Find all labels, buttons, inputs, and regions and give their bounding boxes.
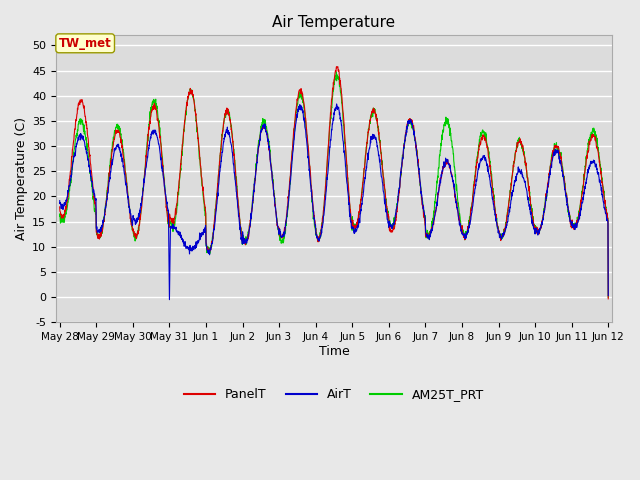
X-axis label: Time: Time	[319, 345, 349, 358]
PanelT	[56, 204, 63, 210]
AirT	[56, 198, 63, 204]
Title: Air Temperature: Air Temperature	[273, 15, 396, 30]
AM25T_PRT	[333, 69, 340, 75]
PanelT	[572, 223, 579, 229]
AM25T_PRT	[604, 295, 612, 300]
AM25T_PRT	[572, 224, 579, 229]
AM25T_PRT	[209, 234, 216, 240]
AirT	[166, 297, 173, 302]
AirT	[350, 230, 358, 236]
AirT	[572, 224, 579, 229]
Legend: PanelT, AirT, AM25T_PRT: PanelT, AirT, AM25T_PRT	[179, 383, 489, 406]
PanelT	[493, 223, 501, 229]
Y-axis label: Air Temperature (C): Air Temperature (C)	[15, 117, 28, 240]
PanelT	[350, 224, 358, 229]
AM25T_PRT	[493, 226, 501, 231]
AirT	[209, 235, 217, 241]
AirT	[494, 225, 502, 230]
AirT	[333, 101, 340, 107]
PanelT	[556, 150, 564, 156]
AM25T_PRT	[56, 213, 63, 219]
AM25T_PRT	[350, 221, 358, 227]
Line: AirT: AirT	[60, 104, 608, 300]
Line: PanelT: PanelT	[60, 67, 608, 299]
PanelT	[209, 238, 216, 243]
PanelT	[362, 151, 370, 156]
AirT	[556, 161, 564, 167]
AirT	[604, 293, 612, 299]
PanelT	[333, 64, 340, 70]
PanelT	[604, 296, 612, 302]
AM25T_PRT	[362, 151, 370, 156]
AM25T_PRT	[556, 152, 564, 157]
AirT	[362, 168, 370, 173]
Text: TW_met: TW_met	[59, 37, 111, 50]
Line: AM25T_PRT: AM25T_PRT	[60, 72, 608, 298]
